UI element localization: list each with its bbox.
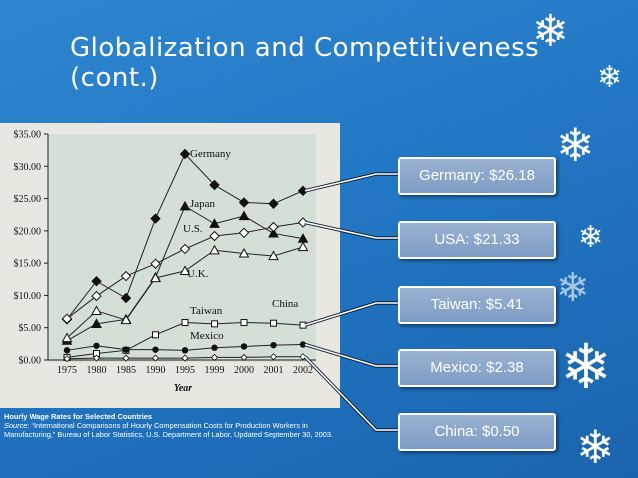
snowflake-icon: ❄ <box>556 266 590 310</box>
y-tick-label: $20.00 <box>14 226 42 237</box>
callout-germany: Germany: $26.18 <box>398 157 556 195</box>
mexico-point <box>63 347 71 354</box>
u-k-point <box>150 272 161 283</box>
mexico-point <box>122 346 130 353</box>
taiwan-point <box>240 319 248 327</box>
germany-point <box>91 276 102 287</box>
callout-usa: USA: $21.33 <box>398 221 556 259</box>
caption-source: Source: “International Comparisons of Ho… <box>4 421 344 439</box>
china-point <box>269 353 278 361</box>
x-tick-label: 1975 <box>57 365 77 376</box>
u-k-point <box>61 332 73 343</box>
mexico-point <box>240 343 248 350</box>
germany-point <box>268 198 279 209</box>
china-point <box>210 353 219 361</box>
y-tick-label: $10.00 <box>14 291 42 302</box>
x-tick-label: 1980 <box>87 365 107 376</box>
x-tick-label: 1995 <box>175 365 195 376</box>
series-label-taiwan: Taiwan <box>190 305 223 317</box>
germany-point <box>238 197 250 208</box>
china-point <box>122 354 130 362</box>
japan-point <box>91 318 102 328</box>
wage-line-chart: $0.00 $5.00 $10.00 $15.00 $20.00 $25.00 $30.00… <box>14 130 316 394</box>
snowflake-icon: ❄ <box>556 119 595 171</box>
series-label-uk: U.K. <box>187 268 209 280</box>
u-k-point <box>91 305 102 316</box>
u-s-point <box>61 313 73 324</box>
snowflake-icon: ❄ <box>560 333 612 402</box>
mexico-point <box>93 342 100 349</box>
u-s-point <box>120 270 132 282</box>
callout-taiwan: Taiwan: $5.41 <box>398 286 556 324</box>
x-tick-label: 2000 <box>234 365 254 376</box>
y-tick-label: $0.00 <box>19 356 42 367</box>
snowflake-icon: ❄ <box>532 7 569 56</box>
snowflake-icon: ❄ <box>578 221 604 254</box>
x-tick-label: 1990 <box>146 365 166 376</box>
japan-point <box>209 218 220 228</box>
mexico-point <box>270 341 277 349</box>
u-s-point <box>179 243 191 255</box>
chart-panel: $0.00 $5.00 $10.00 $15.00 $20.00 $25.00 $30.00… <box>0 123 340 408</box>
mexico-point <box>299 341 307 348</box>
u-s-point <box>238 227 250 239</box>
u-k-point <box>209 244 220 255</box>
caption-source-text: “International Comparisons of Hourly Com… <box>4 421 334 439</box>
snowflake-icon: ❄ <box>576 421 615 473</box>
x-tick-label: 2002 <box>293 365 313 376</box>
germany-point <box>179 148 191 160</box>
china-point <box>92 354 101 362</box>
x-tick-label: 1999 <box>205 365 225 376</box>
x-tick-label: 2001 <box>264 365 284 376</box>
series-label-mexico: Mexico <box>190 330 224 342</box>
chart-caption: Hourly Wage Rates for Selected Countries… <box>4 412 344 439</box>
taiwan-point <box>270 319 277 327</box>
u-s-point <box>150 258 161 269</box>
u-k-point <box>238 247 250 258</box>
u-s-point <box>268 221 279 233</box>
y-tick-label: $15.00 <box>14 259 42 270</box>
mexico-point <box>152 346 159 353</box>
u-k-point <box>179 265 191 275</box>
china-point <box>151 354 160 362</box>
japan-point <box>238 210 250 221</box>
mexico-point <box>181 347 189 354</box>
china-point <box>240 353 248 361</box>
china-point <box>63 355 71 363</box>
germany-point <box>209 179 220 191</box>
series-label-us: U.S. <box>183 223 203 235</box>
callout-mexico: Mexico: $2.38 <box>398 349 556 387</box>
u-s-point <box>91 290 102 302</box>
slide-title: Globalization and Competitiveness (cont.… <box>70 33 540 93</box>
snowflake-icon: ❄ <box>597 61 623 94</box>
series-label-china: China <box>272 298 298 310</box>
callout-china: China: $0.50 <box>398 413 556 451</box>
taiwan-point <box>211 320 218 328</box>
x-tick-label: 1985 <box>116 365 136 376</box>
u-s-point <box>209 230 220 242</box>
japan-point <box>268 227 279 238</box>
u-k-point <box>120 314 132 325</box>
germany-point <box>120 292 132 304</box>
mexico-point <box>211 344 218 351</box>
series-label-japan: Japan <box>190 198 216 210</box>
y-tick-label: $30.00 <box>14 162 42 173</box>
taiwan-point <box>152 331 159 339</box>
y-tick-label: $25.00 <box>14 194 42 205</box>
caption-title: Hourly Wage Rates for Selected Countries <box>4 412 152 421</box>
y-tick-label: $35.00 <box>14 130 42 141</box>
u-k-point <box>297 241 309 252</box>
germany-point <box>150 213 161 224</box>
taiwan-point <box>181 319 189 327</box>
u-k-point <box>268 250 279 261</box>
y-tick-label: $5.00 <box>19 323 42 334</box>
series-label-germany: Germany <box>190 148 231 160</box>
china-point <box>181 354 189 362</box>
japan-point <box>179 200 191 211</box>
x-axis-label: Year <box>174 383 192 394</box>
caption-source-label: Source: <box>4 421 30 430</box>
taiwan-point <box>299 321 307 329</box>
